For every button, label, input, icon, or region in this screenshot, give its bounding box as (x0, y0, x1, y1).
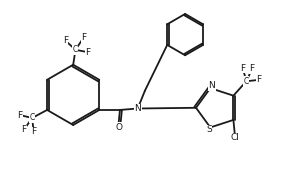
Text: C: C (244, 77, 249, 86)
Text: Cl: Cl (230, 133, 239, 142)
Text: F: F (240, 64, 245, 73)
Text: N: N (208, 81, 215, 90)
Text: F: F (31, 127, 36, 136)
Text: F: F (85, 48, 90, 57)
Text: S: S (206, 125, 212, 134)
Text: F: F (81, 33, 86, 42)
Text: F: F (63, 36, 68, 45)
Text: F: F (18, 111, 23, 120)
Text: C: C (73, 45, 78, 54)
Text: N: N (134, 104, 141, 113)
Text: F: F (249, 64, 255, 73)
Text: F: F (22, 125, 27, 134)
Text: O: O (115, 123, 122, 132)
Text: C: C (30, 114, 35, 123)
Text: F: F (256, 75, 261, 84)
